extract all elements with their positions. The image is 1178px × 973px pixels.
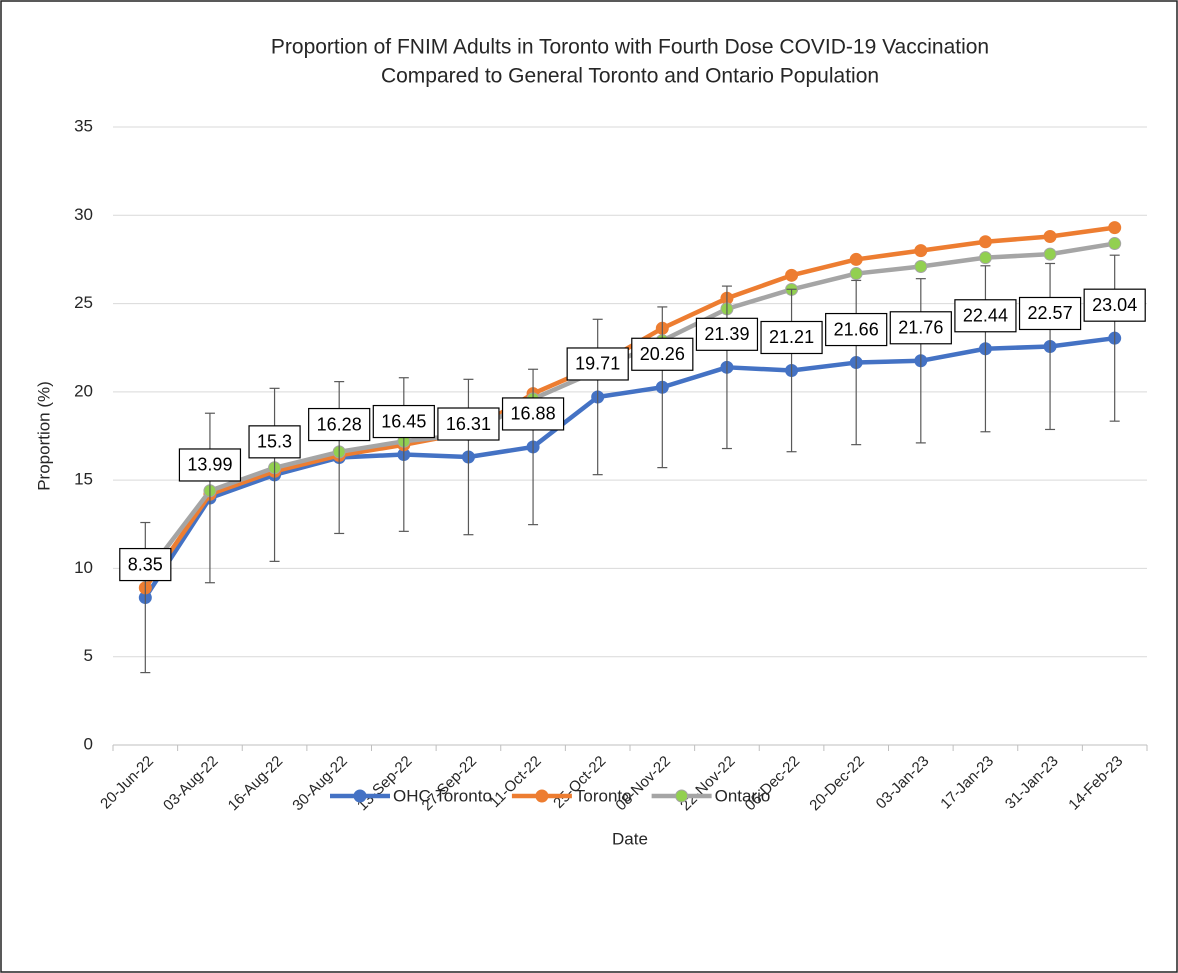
y-tick-label: 30	[74, 205, 93, 224]
data-label-box	[695, 317, 759, 351]
series-line	[143, 225, 1115, 590]
data-label-box	[760, 320, 823, 355]
data-label-box	[1083, 288, 1146, 322]
data-label-box	[372, 404, 435, 439]
data-label-box	[248, 425, 301, 459]
data-label: 16.45	[381, 411, 426, 431]
data-label-box	[501, 397, 565, 431]
series-marker	[914, 259, 928, 273]
legend-label: Ontario	[715, 786, 771, 805]
series-marker	[978, 235, 992, 249]
series-line	[143, 241, 1116, 577]
data-label-box	[178, 448, 242, 482]
data-label: 8.35	[128, 554, 163, 574]
y-tick-label: 0	[84, 734, 93, 753]
series-marker	[785, 268, 799, 282]
series-line	[143, 335, 1115, 599]
data-label: 21.21	[769, 327, 814, 347]
y-tick-label: 10	[74, 558, 93, 577]
data-label: 21.66	[834, 319, 879, 339]
y-axis-title: Proportion (%)	[34, 381, 53, 491]
data-label-box	[1018, 296, 1082, 331]
y-tick-label: 25	[74, 293, 93, 312]
data-label-box	[566, 347, 629, 381]
data-label-box	[119, 547, 172, 582]
series-marker	[1043, 229, 1057, 243]
data-label: 19.71	[575, 354, 620, 374]
series-marker	[849, 252, 863, 266]
data-label: 21.39	[704, 324, 749, 344]
y-tick-label: 5	[84, 646, 93, 665]
data-label: 23.04	[1092, 295, 1137, 315]
data-label: 16.88	[511, 404, 556, 424]
y-tick-label: 20	[74, 381, 93, 400]
series-marker	[1108, 237, 1122, 251]
legend-label: Toronto	[575, 786, 632, 805]
y-tick-label: 15	[74, 470, 93, 489]
series-marker	[978, 251, 992, 265]
chart-subtitle: Compared to General Toronto and Ontario …	[381, 65, 879, 88]
data-label: 16.28	[317, 414, 362, 434]
chart-title: Proportion of FNIM Adults in Toronto wit…	[271, 36, 989, 59]
data-label-box	[437, 407, 500, 441]
x-axis-title: Date	[612, 829, 648, 848]
data-label: 22.57	[1028, 303, 1073, 323]
legend-marker	[353, 789, 367, 803]
y-tick-label: 35	[74, 116, 93, 135]
data-label-box	[889, 311, 952, 345]
data-label: 20.26	[640, 344, 685, 364]
series-marker	[1108, 221, 1122, 235]
data-label-box	[825, 312, 888, 347]
legend-marker	[675, 789, 689, 803]
data-label: 13.99	[187, 455, 232, 475]
data-label: 16.31	[446, 414, 491, 434]
legend-marker	[535, 789, 549, 803]
data-label-box	[954, 299, 1017, 333]
series-marker	[914, 244, 928, 258]
legend-label: OHC Toronto	[393, 786, 492, 805]
data-label-box	[631, 337, 694, 371]
data-label-box	[308, 407, 371, 442]
series-marker	[1043, 247, 1057, 261]
data-label: 15.3	[257, 432, 292, 452]
data-label: 21.76	[898, 318, 943, 338]
series-marker	[849, 267, 863, 281]
data-label: 22.44	[963, 306, 1008, 326]
